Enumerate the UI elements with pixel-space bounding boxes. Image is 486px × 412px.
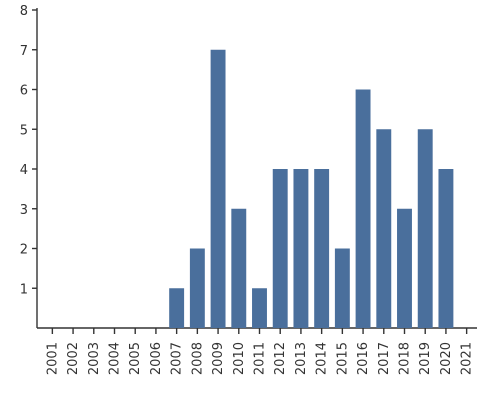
x-tick-label: 2018 [398,342,413,375]
bar [231,208,247,328]
bar [417,129,433,328]
x-tick-label: 2021 [460,342,475,375]
bar [252,288,267,328]
x-tick-label: 2004 [108,342,123,375]
x-tick-label: 2009 [211,342,226,375]
x-tick-label: 2007 [170,342,185,375]
y-tick-label: 8 [20,4,28,19]
bar [272,169,288,328]
x-tick-label: 2017 [377,342,392,375]
x-tick-label: 2006 [149,342,164,375]
y-axis: 1 2 3 4 5 6 7 8 [20,4,38,328]
y-tick-label: 5 [20,123,28,138]
bar [376,129,392,328]
y-tick-label: 7 [20,44,28,59]
x-tick-label: 2014 [315,342,330,375]
x-tick-label: 2013 [294,342,309,375]
y-tick-label: 1 [20,282,28,297]
bar [293,169,309,328]
bar [438,169,454,328]
bar [314,169,330,328]
x-tick-label: 2008 [190,342,205,375]
x-tick-label: 2012 [273,342,288,375]
x-tick-label: 2002 [66,342,81,375]
bar [355,89,371,328]
y-tick-label: 6 [20,84,28,99]
y-tick-label: 3 [20,203,28,218]
x-tick-label: 2016 [356,342,371,375]
x-tick-label: 2001 [45,342,60,375]
bar [169,288,185,328]
bar [397,208,412,328]
y-tick-label: 2 [20,243,28,258]
x-tick-label: 2015 [335,342,350,375]
x-tick-label: 2005 [128,342,143,375]
x-tick-label: 2010 [232,342,247,375]
bars [169,49,454,328]
y-tick-label: 4 [20,163,28,178]
x-tick-label: 2011 [253,342,268,375]
x-tick-label: 2020 [439,342,454,375]
x-tick-label: 2003 [87,342,102,375]
bar [210,49,226,328]
x-axis: 2001 2002 2003 2004 2005 2006 2007 2008 2009 2010… [37,327,477,375]
bar [189,248,205,328]
x-tick-label: 2019 [418,342,433,375]
bar [334,248,350,328]
